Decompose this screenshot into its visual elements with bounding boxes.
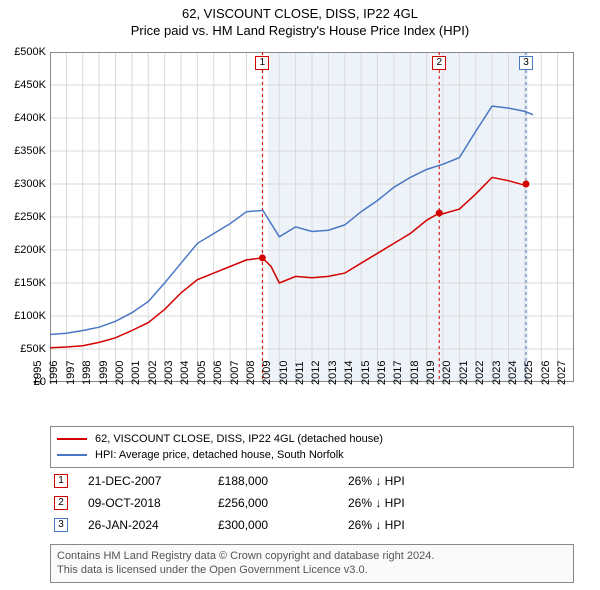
y-tick-label: £250K	[6, 211, 46, 223]
sale-badge: 1	[54, 474, 68, 488]
x-tick-label: 2022	[474, 361, 486, 385]
sale-row: 2 09-OCT-2018£256,00026% ↓ HPI	[50, 492, 574, 514]
x-tick-label: 1999	[98, 361, 110, 385]
y-axis: £0£50K£100K£150K£200K£250K£300K£350K£400…	[6, 52, 46, 382]
x-tick-label: 2000	[114, 361, 126, 385]
x-tick-label: 2021	[458, 361, 470, 385]
x-tick-label: 2012	[310, 361, 322, 385]
sale-hpi: 26% ↓ HPI	[348, 496, 498, 510]
sale-row: 3 26-JAN-2024£300,00026% ↓ HPI	[50, 514, 574, 536]
y-tick-label: £450K	[6, 79, 46, 91]
legend: 62, VISCOUNT CLOSE, DISS, IP22 4GL (deta…	[50, 426, 574, 468]
sales-table: 121-DEC-2007£188,00026% ↓ HPI209-OCT-201…	[50, 470, 574, 536]
x-tick-label: 2002	[147, 361, 159, 385]
x-tick-label: 2003	[163, 361, 175, 385]
legend-row: 62, VISCOUNT CLOSE, DISS, IP22 4GL (deta…	[57, 431, 567, 447]
x-tick-label: 1995	[32, 361, 44, 385]
x-tick-label: 2019	[425, 361, 437, 385]
sale-price: £188,000	[218, 474, 348, 488]
y-tick-label: £150K	[6, 277, 46, 289]
x-tick-label: 2007	[229, 361, 241, 385]
x-tick-label: 2005	[196, 361, 208, 385]
legend-label: HPI: Average price, detached house, Sout…	[95, 449, 344, 461]
legend-swatch	[57, 454, 87, 456]
x-tick-label: 2023	[491, 361, 503, 385]
x-tick-label: 2001	[130, 361, 142, 385]
y-tick-label: £100K	[6, 310, 46, 322]
sale-hpi: 26% ↓ HPI	[348, 474, 498, 488]
x-tick-label: 1998	[81, 361, 93, 385]
sale-marker-badge: 3	[519, 56, 533, 70]
x-tick-label: 2011	[294, 361, 306, 385]
x-tick-label: 2024	[507, 361, 519, 385]
x-tick-label: 2004	[179, 361, 191, 385]
x-tick-label: 2009	[261, 361, 273, 385]
sale-date: 09-OCT-2018	[88, 496, 218, 510]
legend-label: 62, VISCOUNT CLOSE, DISS, IP22 4GL (deta…	[95, 433, 383, 445]
y-tick-label: £500K	[6, 46, 46, 58]
y-tick-label: £300K	[6, 178, 46, 190]
x-tick-label: 2018	[409, 361, 421, 385]
x-tick-label: 2010	[278, 361, 290, 385]
y-tick-label: £50K	[6, 343, 46, 355]
legend-row: HPI: Average price, detached house, Sout…	[57, 447, 567, 463]
sale-badge: 2	[54, 496, 68, 510]
x-tick-label: 2026	[540, 361, 552, 385]
title-subtitle: Price paid vs. HM Land Registry's House …	[0, 23, 600, 38]
x-tick-label: 1997	[65, 361, 77, 385]
x-tick-label: 1996	[48, 361, 60, 385]
sale-price: £300,000	[218, 518, 348, 532]
y-tick-label: £400K	[6, 112, 46, 124]
x-tick-label: 2016	[376, 361, 388, 385]
sale-price: £256,000	[218, 496, 348, 510]
sale-row: 1 21-DEC-2007£188,00026% ↓ HPI	[50, 470, 574, 492]
y-tick-label: £350K	[6, 145, 46, 157]
footer: Contains HM Land Registry data © Crown c…	[50, 544, 574, 583]
x-tick-label: 2027	[556, 361, 568, 385]
sale-date: 21-DEC-2007	[88, 474, 218, 488]
x-tick-label: 2015	[360, 361, 372, 385]
x-tick-label: 2020	[441, 361, 453, 385]
sale-marker-badge: 2	[432, 56, 446, 70]
sale-marker-badge: 1	[255, 56, 269, 70]
x-tick-label: 2008	[245, 361, 257, 385]
x-tick-label: 2013	[327, 361, 339, 385]
x-tick-label: 2006	[212, 361, 224, 385]
x-tick-label: 2014	[343, 361, 355, 385]
sale-hpi: 26% ↓ HPI	[348, 518, 498, 532]
x-axis: 1995199619971998199920002001200220032004…	[50, 382, 574, 432]
footer-line2: This data is licensed under the Open Gov…	[57, 563, 567, 577]
title-block: 62, VISCOUNT CLOSE, DISS, IP22 4GL Price…	[0, 0, 600, 38]
legend-swatch	[57, 438, 87, 440]
chart-svg	[50, 52, 574, 382]
footer-line1: Contains HM Land Registry data © Crown c…	[57, 549, 567, 563]
x-tick-label: 2017	[392, 361, 404, 385]
x-tick-label: 2025	[523, 361, 535, 385]
title-address: 62, VISCOUNT CLOSE, DISS, IP22 4GL	[0, 6, 600, 21]
chart-area: £0£50K£100K£150K£200K£250K£300K£350K£400…	[50, 52, 574, 382]
y-tick-label: £200K	[6, 244, 46, 256]
sale-badge: 3	[54, 518, 68, 532]
sale-date: 26-JAN-2024	[88, 518, 218, 532]
